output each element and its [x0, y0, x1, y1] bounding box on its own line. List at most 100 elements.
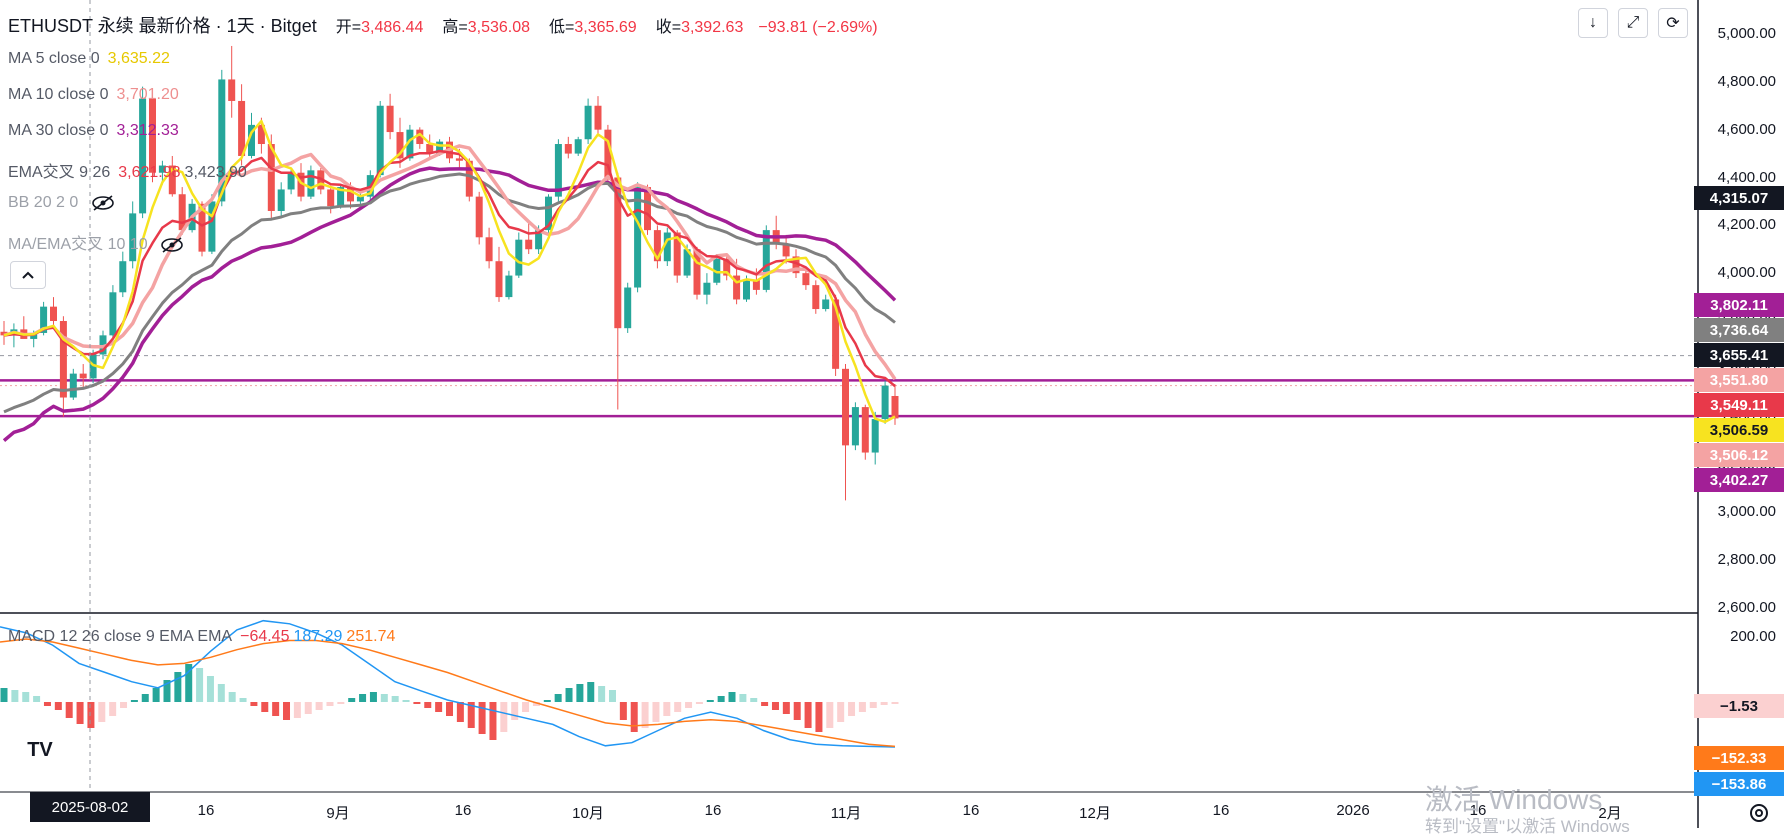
- legend-name: MA 5 close 0: [8, 50, 100, 67]
- macd-histogram-bar: [717, 696, 725, 702]
- macd-histogram-bar: [98, 702, 106, 722]
- candle-body: [693, 249, 701, 295]
- time-tick: 16: [1212, 802, 1230, 819]
- legend-value-2: 3,423.90: [184, 164, 247, 181]
- candle-body: [525, 239, 533, 250]
- macd-histogram-bar: [196, 668, 204, 702]
- gear-icon[interactable]: [1746, 800, 1772, 826]
- candle-body: [782, 244, 790, 257]
- macd-histogram-bar: [315, 702, 323, 710]
- tradingview-logo[interactable]: TV: [18, 730, 62, 770]
- candle-body: [475, 196, 483, 238]
- candle-body: [436, 141, 444, 154]
- candle-body: [218, 79, 226, 202]
- price-tag: 3,802.11: [1694, 293, 1784, 317]
- price-tag: 3,551.80: [1694, 368, 1784, 392]
- macd-histogram-bar: [359, 694, 367, 702]
- candle-body: [574, 139, 582, 154]
- macd-histogram-bar: [33, 696, 41, 702]
- download-button[interactable]: ↓: [1578, 8, 1608, 38]
- price-tag: 4,315.07: [1694, 186, 1784, 210]
- candle-body: [584, 105, 592, 140]
- price-tick: 4,200.00: [1717, 216, 1776, 234]
- macd-histogram-bar: [141, 694, 149, 702]
- legend-ma5[interactable]: MA 5 close 0 3,635.22: [8, 50, 170, 68]
- legend-value: 3,621.98: [118, 164, 181, 181]
- price-tag: 3,506.12: [1694, 443, 1784, 467]
- symbol-title[interactable]: ETHUSDT 永续 最新价格 · 1天 · Bitget: [8, 16, 317, 36]
- symbol-header: ETHUSDT 永续 最新价格 · 1天 · Bitget 开=3,486.44…: [8, 12, 878, 38]
- legend-ma10[interactable]: MA 10 close 0 3,701.20: [8, 86, 179, 104]
- watermark-line1: 激活 Windows: [1425, 784, 1603, 815]
- candle-body: [178, 194, 186, 231]
- legend-ema-cross[interactable]: EMA交叉 9 26 3,621.98 3,423.90: [8, 158, 247, 182]
- time-tick: 12月: [1079, 805, 1111, 822]
- price-tag: 3,506.59: [1694, 418, 1784, 442]
- candle-body: [723, 258, 731, 276]
- candle-body: [208, 201, 216, 252]
- macd-histogram-bar: [532, 702, 540, 706]
- candle-body: [40, 306, 48, 333]
- macd-histogram-bar: [891, 702, 899, 704]
- price-tick: 2,800.00: [1717, 551, 1776, 569]
- macd-histogram-bar: [174, 672, 182, 702]
- hidden-eye-icon[interactable]: [160, 236, 184, 254]
- candle-body: [79, 373, 87, 379]
- macd-histogram-bar: [337, 702, 345, 704]
- snapshot-button[interactable]: ⟳: [1658, 8, 1688, 38]
- macd-histogram-bar: [424, 702, 432, 708]
- candle-body: [822, 299, 830, 310]
- hidden-eye-icon[interactable]: [91, 194, 115, 212]
- candle-body: [891, 395, 899, 419]
- macd-histogram-bar: [641, 702, 649, 728]
- candle-body: [337, 187, 345, 207]
- macd-histogram-bar: [283, 702, 291, 720]
- legend-bb[interactable]: BB 20 2 0: [8, 194, 115, 212]
- candle-body: [663, 232, 671, 262]
- candle-body: [683, 249, 691, 276]
- candle-body: [347, 187, 354, 202]
- candle-body: [535, 230, 543, 250]
- macd-histogram-bar: [413, 702, 421, 704]
- legend-ma-ema-cross[interactable]: MA/EMA交叉 10 10: [8, 230, 184, 254]
- macd-histogram-bar: [663, 702, 671, 716]
- candle-body: [257, 124, 265, 145]
- macd-histogram-bar: [76, 702, 84, 724]
- candle-body: [713, 258, 721, 283]
- candle-body: [505, 275, 513, 298]
- macd-histogram-bar: [619, 702, 627, 720]
- macd-histogram-bar: [685, 702, 693, 708]
- candle-body: [0, 331, 8, 336]
- macd-histogram-bar: [500, 702, 508, 732]
- refresh-icon: ⟳: [1666, 15, 1680, 32]
- macd-tag: −153.86: [1694, 772, 1784, 796]
- candle-body: [426, 144, 434, 154]
- fullscreen-button[interactable]: ⤢: [1618, 8, 1648, 38]
- legend-ma30[interactable]: MA 30 close 0 3,312.33: [8, 122, 179, 140]
- ohlc-high-value: 3,536.08: [467, 19, 531, 36]
- macd-histogram-bar: [11, 690, 19, 702]
- collapse-legend-button[interactable]: [10, 261, 46, 289]
- price-tick: 5,000.00: [1717, 25, 1776, 42]
- candle-body: [495, 261, 503, 298]
- candle-body: [881, 385, 889, 420]
- macd-histogram-bar: [109, 702, 117, 716]
- legend-value: 3,635.22: [107, 50, 170, 67]
- legend-macd[interactable]: MACD 12 26 close 9 EMA EMA −64.45 187.29 25…: [8, 628, 395, 646]
- macd-histogram-bar: [217, 684, 225, 702]
- price-tag: 3,549.11: [1694, 393, 1784, 417]
- candle-body: [812, 285, 820, 310]
- macd-histogram-bar: [120, 702, 128, 708]
- candle-body: [802, 273, 810, 286]
- legend-name: EMA交叉 9 26: [8, 164, 111, 181]
- candle-body: [703, 282, 711, 295]
- candle-body: [99, 335, 107, 355]
- chevron-up-icon: [22, 271, 34, 279]
- candle-body: [733, 275, 741, 300]
- macd-line-value: 187.29: [293, 628, 343, 645]
- candle-body: [861, 407, 869, 453]
- candle-body: [59, 321, 67, 398]
- macd-histogram-bar: [446, 702, 453, 716]
- candle-body: [248, 124, 255, 156]
